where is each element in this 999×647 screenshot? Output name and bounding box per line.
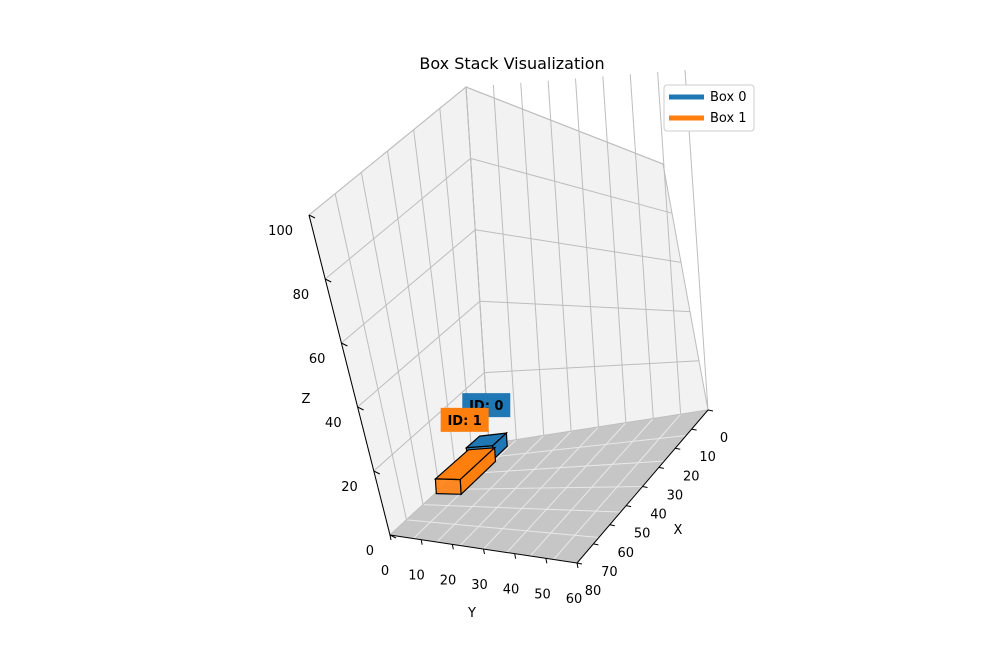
x-tick-label: 40: [650, 508, 667, 523]
y-grid-line: [406, 519, 599, 538]
x-tick-label: 50: [634, 527, 651, 542]
y-tick-mark: [514, 553, 517, 559]
z-side-grid-line: [324, 158, 471, 280]
x-tick-label: 0: [720, 431, 728, 446]
x-tick-mark: [658, 466, 664, 469]
z-side-grid-line: [308, 86, 467, 216]
y-side-grid-line: [387, 150, 440, 490]
y-tick-mark: [451, 544, 454, 550]
box-labels: ID: 0ID: 1: [440, 393, 511, 432]
x-tick-mark: [626, 505, 632, 508]
x-tick-mark: [642, 486, 648, 488]
y-tick-mark: [545, 558, 548, 564]
box-1: [433, 446, 497, 496]
y-axis-label: Y: [467, 606, 476, 621]
box-1-side-face: [434, 478, 462, 495]
chart-title: Box Stack Visualization: [419, 54, 604, 73]
x-back-grid-line: [575, 78, 599, 428]
back-pane: [465, 86, 709, 445]
y-grid-line: [439, 486, 643, 490]
z-tick-label: 100: [268, 224, 293, 239]
grid-lines: [308, 69, 709, 564]
z-back-grid-line: [470, 157, 673, 214]
box-1-label-text: ID: 1: [447, 414, 481, 429]
x-tick-mark: [691, 428, 697, 431]
z-side-grid-line: [341, 229, 476, 344]
x-tick-label: 10: [699, 450, 716, 465]
z-side-grid-line: [357, 300, 481, 408]
x-back-grid-line: [520, 82, 545, 436]
z-tick-mark: [308, 214, 316, 219]
z-axis-label: Z: [302, 392, 311, 407]
box-1-label-bg: [440, 407, 489, 432]
y-tick-label: 20: [440, 573, 457, 588]
y-side-grid-line: [360, 172, 424, 505]
z-tick-mark: [357, 406, 364, 411]
z-tick-label: 40: [325, 416, 342, 431]
z-tick-mark: [324, 278, 332, 283]
y-side-grid-line: [465, 86, 490, 445]
z-side-grid-line: [373, 372, 485, 472]
y-grid-line: [455, 460, 665, 475]
y-tick-mark: [420, 539, 423, 545]
legend-label-box-0: Box 0: [710, 90, 747, 105]
y-tick-mark: [483, 548, 485, 555]
x-back-grid-line: [657, 72, 682, 415]
boxes: [433, 431, 509, 496]
y-tick-mark: [576, 562, 579, 569]
z-back-grid-line: [475, 229, 682, 263]
y-tick-mark: [389, 534, 392, 541]
z-back-grid-line: [465, 86, 664, 165]
x-tick-mark: [593, 543, 599, 546]
legend-label-box-1: Box 1: [710, 111, 747, 126]
y-tick-label: 40: [503, 583, 520, 598]
x-tick-label: 80: [585, 584, 602, 599]
y-tick-label: 50: [534, 587, 551, 602]
z-tick-mark: [341, 342, 348, 347]
y-grid-line: [472, 435, 687, 460]
z-back-grid-line: [479, 300, 691, 313]
y-side-grid-line: [334, 193, 407, 520]
y-tick-label: 60: [566, 592, 583, 607]
z-tick-label: 80: [293, 288, 310, 303]
x-back-grid-line: [547, 80, 572, 432]
x-axis-label: X: [674, 523, 683, 538]
y-tick-label: 10: [408, 569, 425, 584]
y-grid-line: [422, 504, 621, 513]
z-tick-mark: [373, 470, 381, 475]
x-tick-label: 70: [601, 565, 618, 580]
z-tick-label: 0: [366, 544, 374, 559]
x-tick-mark: [576, 562, 583, 565]
z-back-grid-line: [488, 409, 709, 445]
x-tick-mark: [707, 409, 714, 412]
box-1-id-label: ID: 1: [440, 407, 489, 432]
x-back-grid-line: [629, 74, 654, 419]
z-tick-label: 60: [309, 352, 326, 367]
legend: Box 0 Box 1: [663, 84, 755, 132]
z-axis-line: [308, 214, 391, 536]
y-tick-label: 0: [381, 564, 389, 579]
z-tick-mark: [389, 534, 397, 539]
x-tick-mark: [609, 524, 615, 527]
x-back-grid-line: [492, 84, 517, 440]
x-tick-label: 20: [683, 469, 700, 484]
x-tick-label: 60: [617, 546, 634, 561]
z-tick-label: 20: [341, 480, 358, 495]
y-tick-label: 30: [471, 578, 488, 593]
x-tick-mark: [675, 447, 681, 450]
z-back-grid-line: [484, 360, 700, 374]
x-tick-label: 30: [667, 488, 684, 503]
